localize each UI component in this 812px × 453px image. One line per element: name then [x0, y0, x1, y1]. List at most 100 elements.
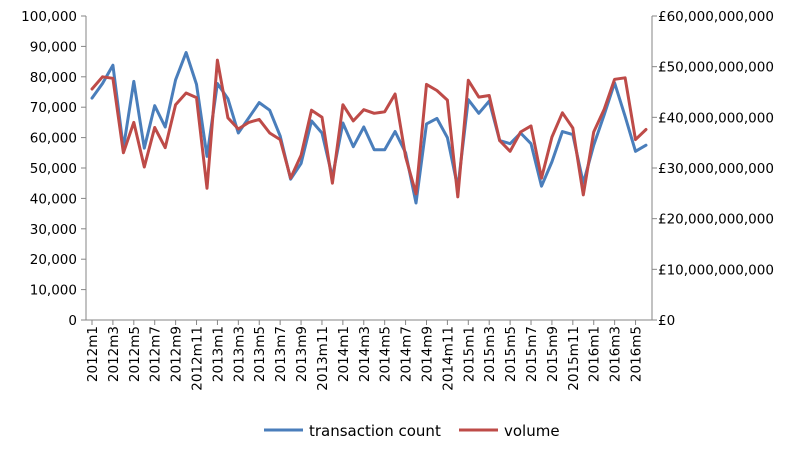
data-point-transaction-count [540, 185, 543, 187]
x-tick-label: 2015m5 [503, 326, 519, 382]
data-point-volume [415, 193, 417, 195]
data-point-volume [91, 88, 93, 90]
x-tick-label: 2014m1 [336, 326, 352, 382]
x-tick-label: 2012m5 [127, 326, 143, 382]
x-tick-label: 2013m5 [252, 326, 268, 382]
data-point-transaction-count [624, 115, 626, 118]
data-point-volume [331, 182, 334, 184]
data-point-transaction-count [321, 132, 323, 134]
data-point-volume [112, 77, 114, 80]
left-axis: 0 10,000 20,000 30,000 40,000 50,000 60,000 70,… [21, 9, 87, 329]
data-point-volume [363, 108, 365, 111]
data-point-volume [488, 94, 491, 97]
data-point-transaction-count [530, 142, 532, 145]
data-point-transaction-count [310, 120, 313, 122]
data-point-volume [436, 89, 438, 92]
x-tick-label: 2012m3 [106, 326, 122, 382]
data-point-transaction-count [645, 144, 647, 146]
x-tick-label: 2012m7 [148, 326, 164, 382]
data-point-transaction-count [174, 79, 177, 81]
data-point-volume [530, 125, 532, 127]
data-point-transaction-count [248, 117, 250, 119]
data-point-transaction-count [509, 142, 511, 145]
x-tick-label: 2013m9 [294, 326, 310, 382]
x-axis: 2012m1 2012m3 2012m5 2012m7 2012m9 2012m11 201… [85, 319, 652, 391]
data-point-volume [478, 96, 480, 98]
x-tick-label: 2014m5 [378, 326, 394, 382]
x-tick-label: 2015m9 [545, 326, 561, 382]
data-point-volume [237, 128, 240, 130]
left-tick-label: 60,000 [30, 131, 77, 147]
x-tick-label: 2015m11 [566, 326, 582, 391]
left-tick-label: 30,000 [30, 222, 77, 238]
data-point-volume [519, 131, 522, 133]
data-point-volume [185, 92, 187, 94]
data-point-volume [624, 77, 626, 79]
data-point-transaction-count [237, 132, 240, 134]
data-point-volume [603, 108, 605, 110]
data-point-volume [467, 79, 470, 82]
x-tick-label: 2016m1 [587, 326, 603, 382]
data-point-transaction-count [551, 161, 553, 163]
right-tick-label: £30,000,000,000 [658, 161, 774, 177]
x-tick-label: 2014m3 [357, 326, 373, 382]
legend-label-transaction-count: transaction count [309, 422, 441, 440]
data-point-transaction-count [268, 109, 271, 111]
x-tick-label: 2013m11 [315, 326, 331, 391]
data-point-transaction-count [352, 145, 355, 148]
x-tick-label: 2013m3 [231, 326, 247, 382]
data-point-volume [289, 177, 292, 179]
data-point-volume [321, 116, 323, 119]
data-point-volume [394, 93, 396, 95]
data-point-transaction-count [195, 83, 198, 86]
right-tick-label: £50,000,000,000 [658, 60, 774, 76]
x-tick-label: 2012m1 [85, 326, 101, 382]
data-point-volume [101, 76, 104, 78]
data-point-volume [227, 117, 229, 119]
data-point-volume [498, 139, 501, 142]
data-point-volume [153, 126, 156, 129]
legend-label-volume: volume [504, 422, 560, 440]
data-point-volume [206, 187, 208, 190]
data-point-volume [258, 118, 261, 121]
data-point-volume [457, 196, 459, 198]
left-tick-label: 20,000 [30, 252, 77, 268]
x-tick-label: 2015m3 [482, 326, 498, 382]
data-point-transaction-count [592, 144, 595, 146]
data-point-volume [634, 138, 637, 141]
data-point-volume [425, 83, 428, 86]
data-point-volume [572, 127, 574, 129]
series-line-transaction-count [90, 51, 648, 205]
data-point-transaction-count [227, 97, 229, 100]
x-tick-label: 2012m11 [190, 326, 206, 391]
x-axis-ticks: 2012m1 2012m3 2012m5 2012m7 2012m9 2012m11 201… [85, 320, 645, 391]
left-tick-label: 10,000 [30, 283, 77, 299]
data-point-volume [300, 154, 302, 157]
right-tick-label: £20,000,000,000 [658, 212, 774, 228]
data-point-volume [279, 138, 282, 141]
left-tick-label: 80,000 [30, 70, 77, 86]
data-point-volume [216, 59, 219, 61]
data-point-volume [540, 177, 543, 179]
data-point-transaction-count [425, 123, 428, 125]
data-point-volume [143, 166, 146, 168]
data-point-transaction-count [101, 82, 104, 85]
x-tick-label: 2016m5 [629, 326, 645, 382]
data-point-transaction-count [446, 136, 449, 139]
data-point-transaction-count [143, 147, 146, 149]
data-point-transaction-count [394, 130, 396, 133]
data-point-volume [174, 103, 177, 106]
series-line-volume [90, 58, 648, 199]
data-point-volume [122, 152, 125, 154]
data-point-transaction-count [363, 126, 365, 128]
data-point-volume [352, 120, 355, 122]
data-point-transaction-count [206, 155, 208, 158]
data-point-volume [310, 109, 313, 111]
data-point-transaction-count [300, 162, 302, 165]
right-axis: £0 £10,000,000,000 £20,000,000,000 £30,000,… [651, 9, 774, 329]
data-point-transaction-count [561, 130, 564, 133]
data-point-volume [551, 136, 553, 138]
data-point-transaction-count [634, 150, 637, 153]
data-point-volume [592, 131, 595, 133]
